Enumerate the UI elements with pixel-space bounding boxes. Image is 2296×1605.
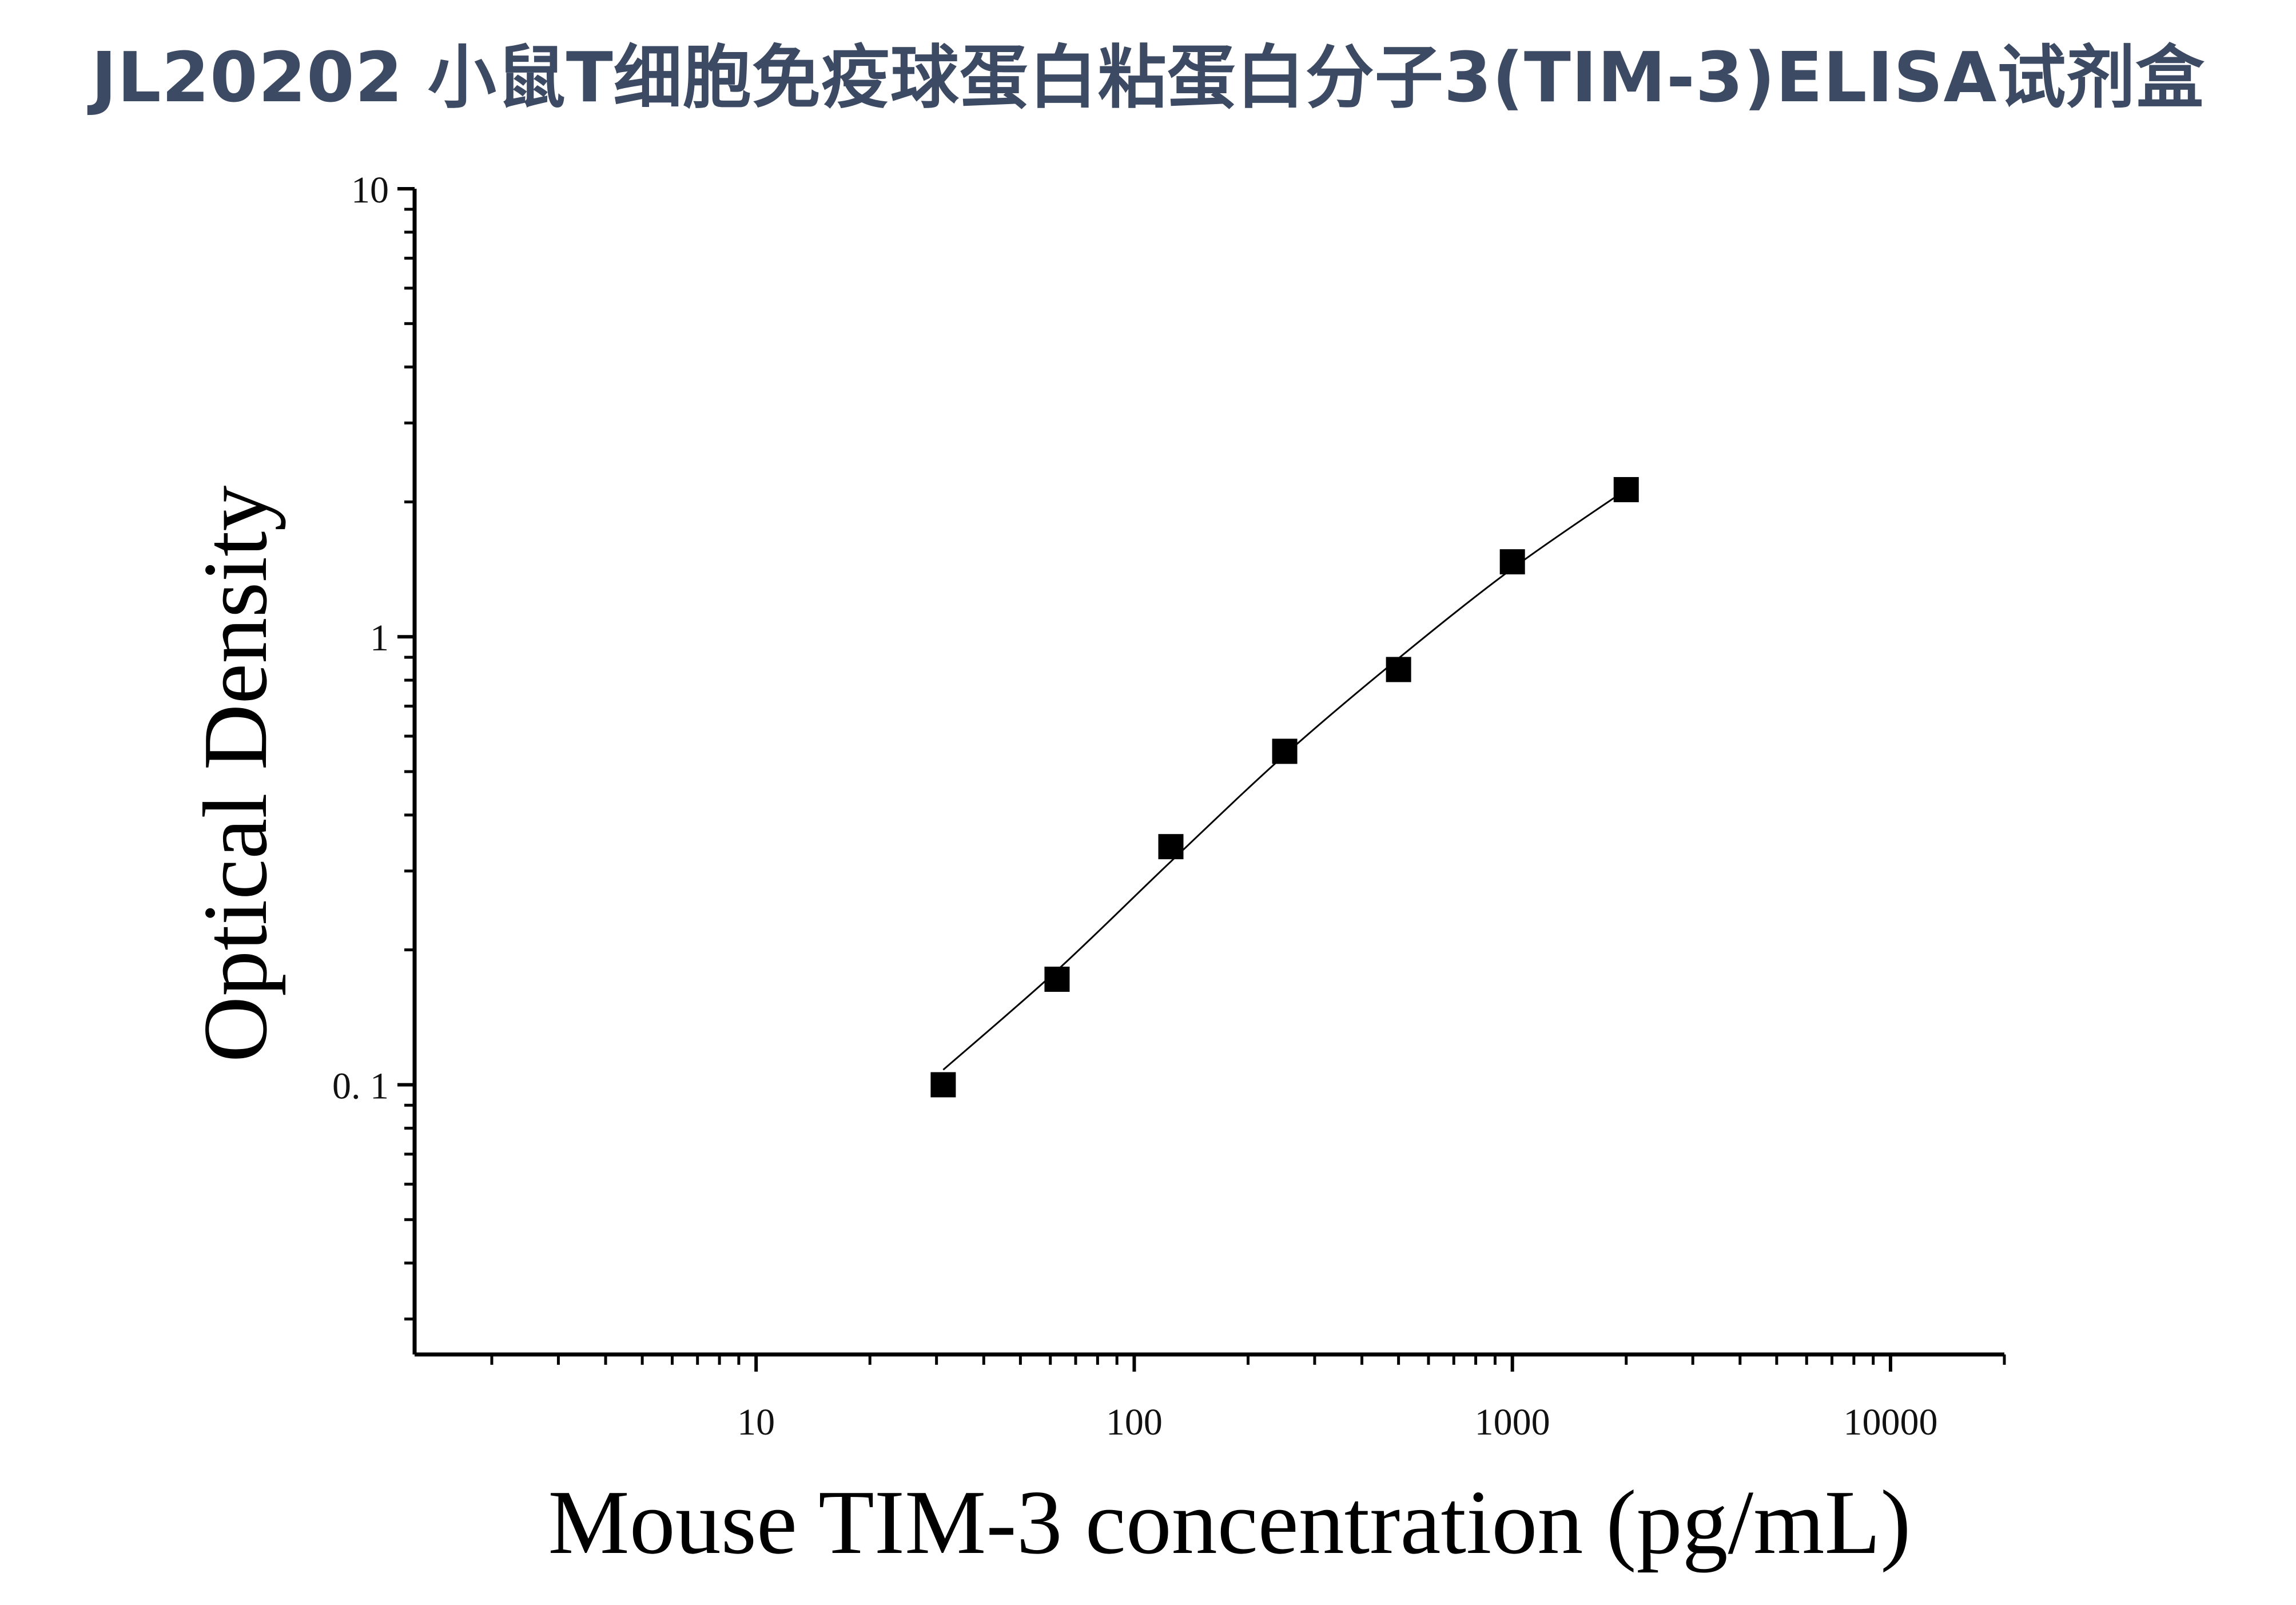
data-point (1613, 477, 1639, 503)
data-point (1158, 834, 1184, 860)
x-tick-label: 100 (1106, 1401, 1163, 1443)
data-point (1386, 657, 1411, 682)
data-point (1272, 738, 1298, 764)
data-points (930, 477, 1639, 1098)
x-tick-label: 10000 (1843, 1401, 1937, 1443)
x-axis-title: Mouse TIM-3 concentration (pg/mL) (548, 1471, 1911, 1573)
ticks (397, 187, 2006, 1372)
y-tick-label: 10 (351, 169, 389, 211)
x-tick-label: 10 (737, 1401, 775, 1443)
chart-title: JL20202 小鼠T细胞免疫球蛋白粘蛋白分子3(TIM-3)ELISA试剂盒 (91, 38, 2205, 118)
y-axis-title: Optical Density (184, 486, 286, 1063)
data-point (930, 1072, 956, 1098)
data-point (1044, 966, 1070, 992)
y-tick-label: 0. 1 (332, 1065, 389, 1107)
x-tick-label: 1000 (1475, 1401, 1550, 1443)
tick-labels: 10 100 1000 10000 0. 1 1 10 (332, 169, 1937, 1443)
axes (412, 189, 2004, 1357)
data-point (1499, 549, 1525, 575)
y-tick-label: 1 (370, 617, 389, 659)
